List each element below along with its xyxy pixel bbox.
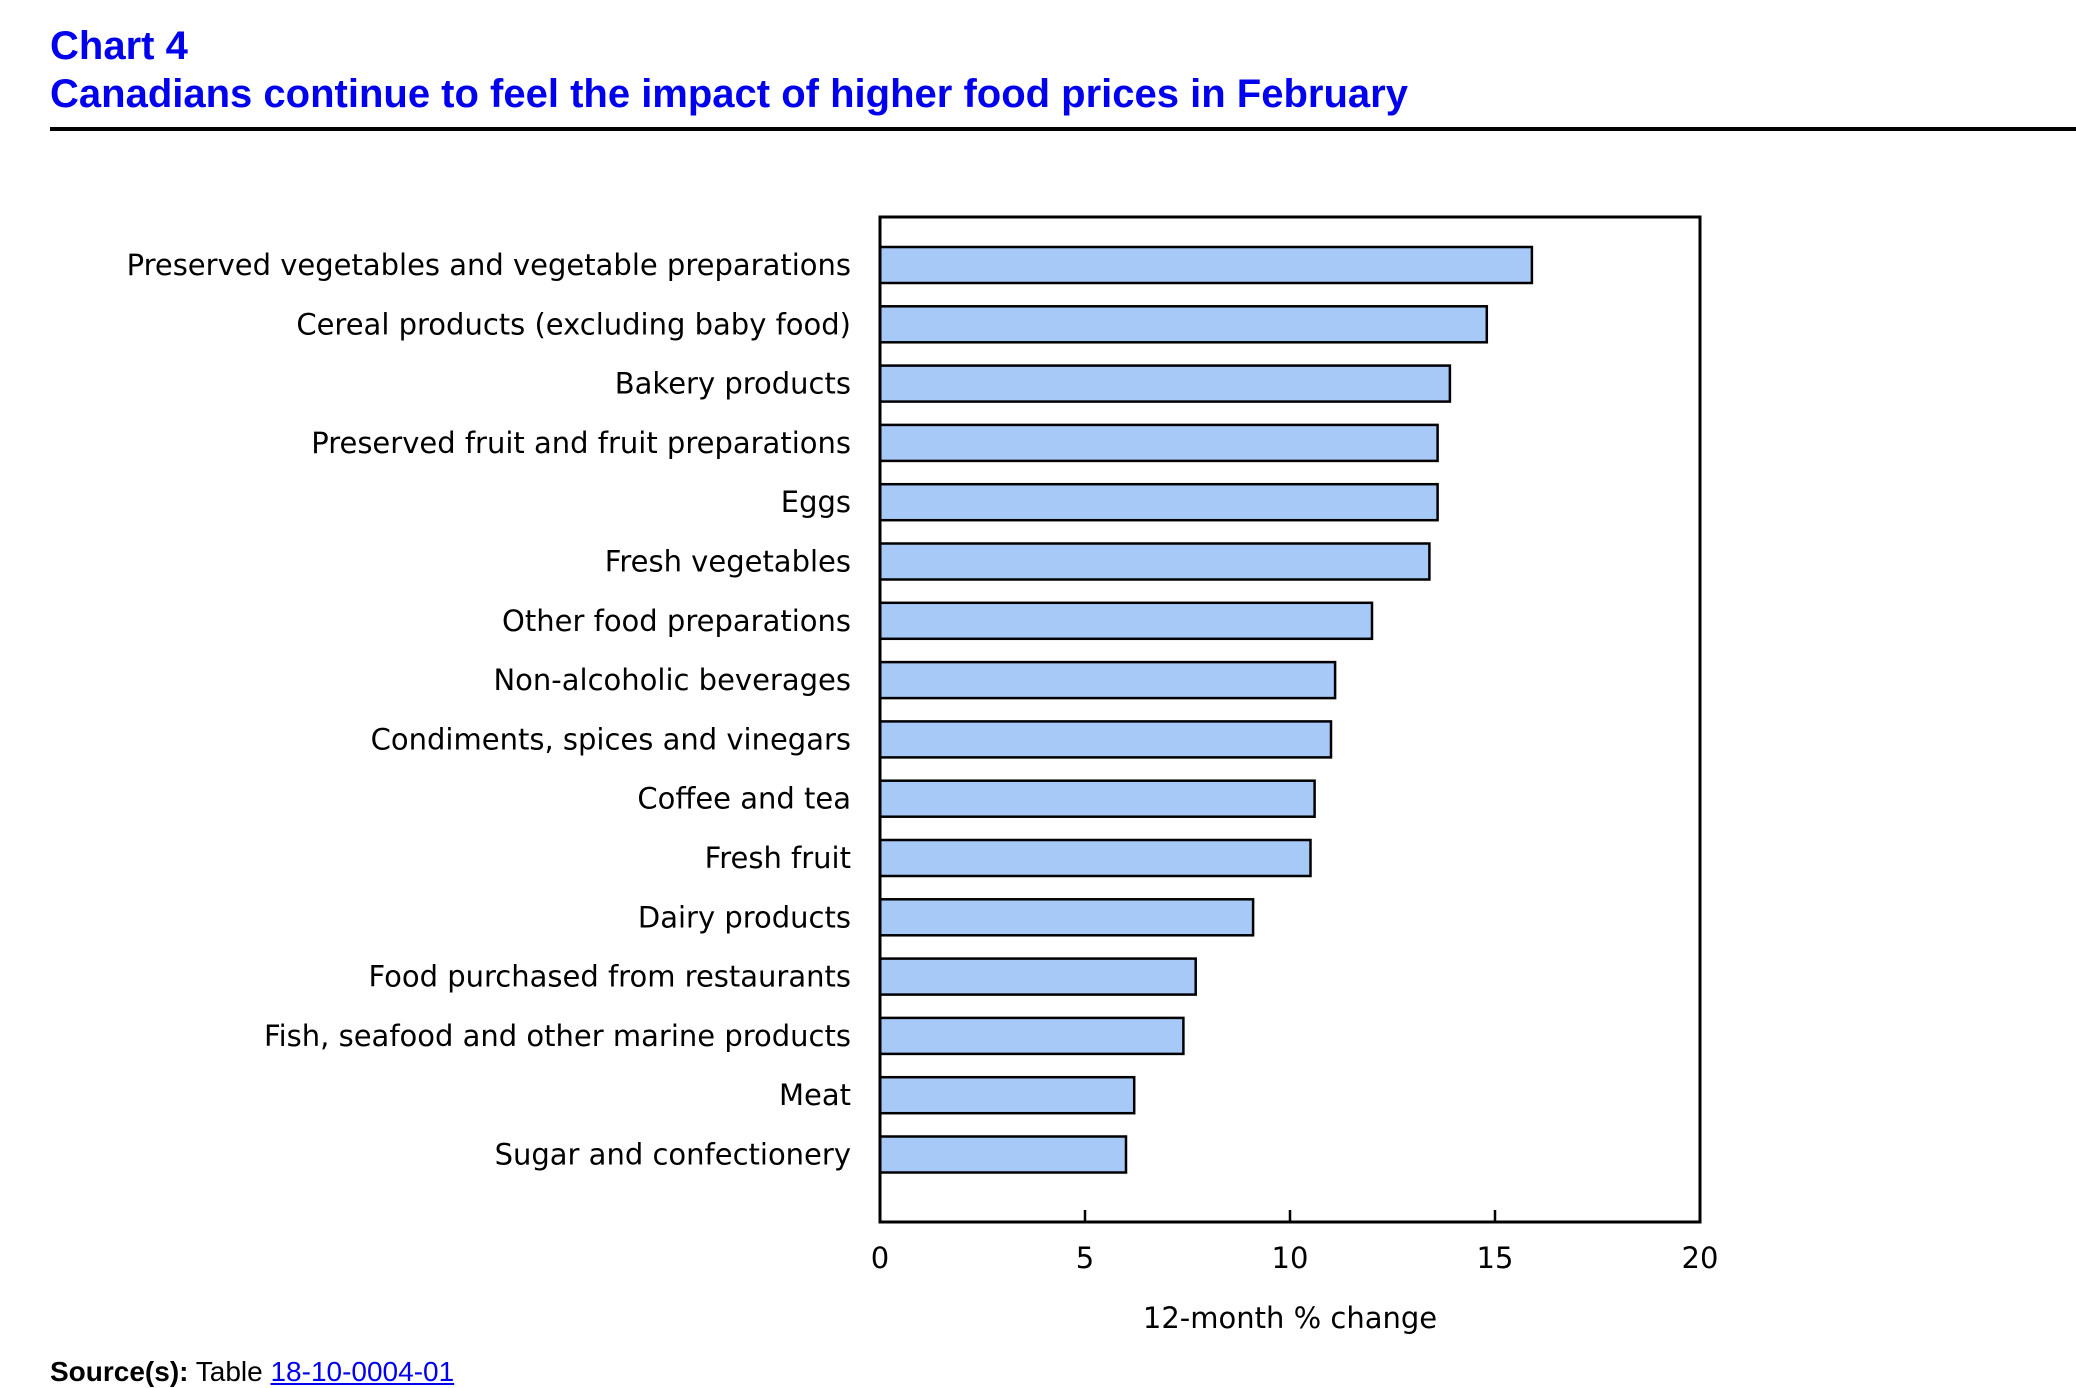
bar bbox=[878, 957, 1197, 996]
category-label: Sugar and confectionery bbox=[495, 1138, 851, 1172]
category-label: Preserved fruit and fruit preparations bbox=[311, 426, 851, 460]
source-line: Source(s): Table 18-10-0004-01 bbox=[50, 1356, 454, 1388]
x-axis-label: 12-month % change bbox=[1143, 1301, 1437, 1335]
bars-layer bbox=[878, 245, 1534, 1174]
bar bbox=[878, 898, 1255, 937]
bar bbox=[878, 1075, 1136, 1115]
bar bbox=[878, 364, 1452, 403]
bar bbox=[878, 660, 1337, 700]
category-label: Fresh vegetables bbox=[605, 545, 851, 579]
bar bbox=[878, 245, 1534, 285]
bar bbox=[878, 542, 1431, 581]
category-label: Coffee and tea bbox=[637, 782, 851, 816]
bar bbox=[878, 305, 1489, 344]
header-rule bbox=[50, 127, 2076, 131]
x-axis: 0 5 10 15 20 bbox=[871, 1210, 1719, 1275]
bar bbox=[878, 1135, 1128, 1174]
chart-title: Canadians continue to feel the impact of… bbox=[50, 72, 1408, 116]
category-label: Non-alcoholic beverages bbox=[493, 663, 851, 697]
bar bbox=[878, 1016, 1185, 1056]
bar-chart: Preserved vegetables and vegetable prepa… bbox=[127, 215, 1719, 1335]
x-tick-label: 0 bbox=[871, 1241, 889, 1275]
bar bbox=[878, 482, 1439, 522]
bar bbox=[878, 423, 1439, 463]
category-label: Fresh fruit bbox=[705, 841, 851, 875]
source-label: Source(s): bbox=[50, 1356, 189, 1387]
category-label: Food purchased from restaurants bbox=[368, 960, 851, 994]
x-tick-label: 10 bbox=[1272, 1241, 1309, 1275]
bar bbox=[878, 838, 1312, 878]
chart-header: Chart 4 Canadians continue to feel the i… bbox=[50, 22, 2076, 118]
category-label: Fish, seafood and other marine products bbox=[264, 1019, 851, 1053]
x-tick-label: 15 bbox=[1477, 1241, 1514, 1275]
category-label: Dairy products bbox=[638, 900, 851, 934]
chart-number: Chart 4 bbox=[50, 24, 188, 68]
category-label: Cereal products (excluding baby food) bbox=[296, 307, 851, 341]
category-label: Other food preparations bbox=[502, 604, 851, 638]
source-text: Table bbox=[195, 1356, 263, 1387]
source-link[interactable]: 18-10-0004-01 bbox=[270, 1356, 455, 1387]
category-label: Eggs bbox=[781, 485, 851, 519]
bar bbox=[878, 720, 1333, 759]
x-tick-label: 20 bbox=[1682, 1241, 1719, 1275]
category-label: Bakery products bbox=[615, 367, 851, 401]
plot-frame bbox=[878, 215, 1702, 1224]
category-label: Condiments, spices and vinegars bbox=[371, 722, 851, 756]
category-label: Meat bbox=[779, 1078, 851, 1112]
bar bbox=[878, 601, 1374, 641]
bar bbox=[878, 779, 1316, 818]
x-tick-label: 5 bbox=[1076, 1241, 1094, 1275]
category-labels: Preserved vegetables and vegetable prepa… bbox=[127, 248, 851, 1172]
category-label: Preserved vegetables and vegetable prepa… bbox=[127, 248, 851, 282]
